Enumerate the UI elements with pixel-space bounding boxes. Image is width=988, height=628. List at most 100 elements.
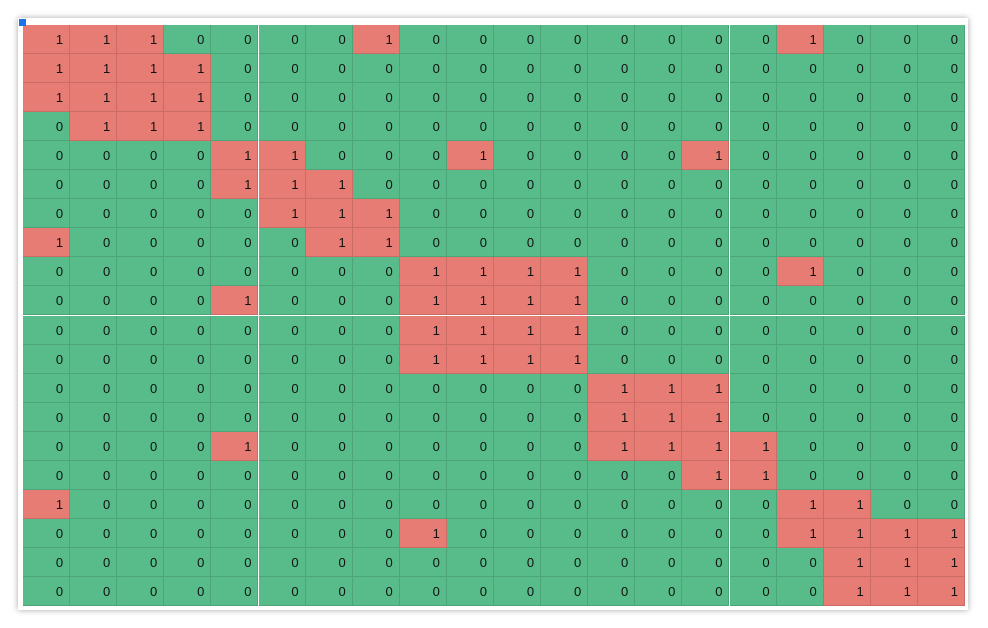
- cell[interactable]: 0: [823, 170, 871, 200]
- cell[interactable]: 0: [258, 402, 306, 432]
- cell[interactable]: 0: [870, 460, 918, 490]
- cell[interactable]: 0: [305, 54, 353, 84]
- cell[interactable]: 0: [23, 431, 71, 461]
- cell[interactable]: 1: [494, 286, 542, 316]
- cell[interactable]: 0: [23, 518, 71, 548]
- cell[interactable]: 1: [399, 257, 447, 287]
- cell[interactable]: 1: [23, 25, 71, 55]
- cell[interactable]: 0: [729, 112, 777, 142]
- cell[interactable]: 0: [635, 170, 683, 200]
- cell[interactable]: 0: [446, 402, 494, 432]
- cell[interactable]: 1: [541, 257, 589, 287]
- cell[interactable]: 0: [823, 112, 871, 142]
- cell[interactable]: 0: [352, 54, 400, 84]
- cell[interactable]: 1: [682, 431, 730, 461]
- cell[interactable]: 1: [352, 25, 400, 55]
- cell[interactable]: 0: [682, 257, 730, 287]
- cell[interactable]: 0: [776, 54, 824, 84]
- cell[interactable]: 0: [211, 112, 259, 142]
- cell[interactable]: 1: [494, 315, 542, 345]
- cell[interactable]: 0: [23, 373, 71, 403]
- cell[interactable]: 0: [776, 373, 824, 403]
- cell[interactable]: 0: [776, 431, 824, 461]
- cell[interactable]: 1: [635, 373, 683, 403]
- cell[interactable]: 0: [588, 344, 636, 374]
- cell[interactable]: 0: [917, 344, 965, 374]
- cell[interactable]: 0: [494, 431, 542, 461]
- cell[interactable]: 0: [588, 170, 636, 200]
- cell[interactable]: 0: [352, 112, 400, 142]
- cell[interactable]: 0: [305, 547, 353, 577]
- cell[interactable]: 0: [917, 141, 965, 171]
- cell[interactable]: 0: [729, 199, 777, 229]
- cell[interactable]: 0: [305, 431, 353, 461]
- cell[interactable]: 0: [164, 576, 212, 606]
- cell[interactable]: 1: [541, 344, 589, 374]
- cell[interactable]: 0: [541, 518, 589, 548]
- cell[interactable]: 1: [588, 431, 636, 461]
- cell[interactable]: 0: [258, 228, 306, 258]
- cell[interactable]: 0: [446, 54, 494, 84]
- cell[interactable]: 0: [399, 25, 447, 55]
- cell[interactable]: 0: [352, 518, 400, 548]
- cell[interactable]: 0: [117, 518, 165, 548]
- cell[interactable]: 0: [541, 141, 589, 171]
- cell[interactable]: 1: [494, 257, 542, 287]
- cell[interactable]: 0: [446, 489, 494, 519]
- cell[interactable]: 0: [729, 170, 777, 200]
- cell[interactable]: 0: [635, 489, 683, 519]
- cell[interactable]: 1: [211, 286, 259, 316]
- cell[interactable]: 0: [494, 228, 542, 258]
- cell[interactable]: 0: [776, 344, 824, 374]
- cell[interactable]: 0: [211, 518, 259, 548]
- cell[interactable]: 0: [164, 228, 212, 258]
- cell[interactable]: 0: [494, 576, 542, 606]
- cell[interactable]: 0: [823, 373, 871, 403]
- cell[interactable]: 0: [352, 344, 400, 374]
- cell[interactable]: 0: [729, 25, 777, 55]
- cell[interactable]: 0: [682, 315, 730, 345]
- cell[interactable]: 1: [305, 199, 353, 229]
- cell[interactable]: 0: [682, 489, 730, 519]
- cell[interactable]: 0: [917, 315, 965, 345]
- cell[interactable]: 1: [399, 344, 447, 374]
- cell[interactable]: 0: [117, 460, 165, 490]
- cell[interactable]: 0: [117, 431, 165, 461]
- cell[interactable]: 0: [541, 199, 589, 229]
- cell[interactable]: 0: [917, 54, 965, 84]
- cell[interactable]: 0: [588, 460, 636, 490]
- cell[interactable]: 0: [635, 112, 683, 142]
- cell[interactable]: 0: [164, 460, 212, 490]
- cell[interactable]: 1: [117, 54, 165, 84]
- cell[interactable]: 0: [588, 25, 636, 55]
- cell[interactable]: 0: [635, 518, 683, 548]
- cell[interactable]: 0: [494, 373, 542, 403]
- cell[interactable]: 0: [588, 315, 636, 345]
- cell[interactable]: 0: [588, 286, 636, 316]
- cell[interactable]: 0: [729, 576, 777, 606]
- cell[interactable]: 0: [870, 402, 918, 432]
- cell[interactable]: 0: [446, 83, 494, 113]
- cell[interactable]: 0: [588, 257, 636, 287]
- cell[interactable]: 0: [776, 170, 824, 200]
- cell[interactable]: 0: [258, 431, 306, 461]
- cell[interactable]: 0: [446, 170, 494, 200]
- cell[interactable]: 1: [164, 54, 212, 84]
- cell[interactable]: 0: [682, 25, 730, 55]
- cell[interactable]: 0: [70, 489, 118, 519]
- cell[interactable]: 0: [588, 199, 636, 229]
- cell[interactable]: 0: [446, 518, 494, 548]
- cell[interactable]: 0: [823, 286, 871, 316]
- cell[interactable]: 0: [541, 112, 589, 142]
- cell[interactable]: 0: [823, 54, 871, 84]
- cell[interactable]: 0: [70, 431, 118, 461]
- cell[interactable]: 1: [870, 576, 918, 606]
- cell[interactable]: 0: [635, 25, 683, 55]
- cell[interactable]: 1: [776, 25, 824, 55]
- cell[interactable]: 0: [494, 518, 542, 548]
- cell[interactable]: 1: [682, 373, 730, 403]
- cell[interactable]: 1: [776, 518, 824, 548]
- cell[interactable]: 0: [399, 54, 447, 84]
- cell[interactable]: 0: [823, 431, 871, 461]
- cell[interactable]: 1: [258, 199, 306, 229]
